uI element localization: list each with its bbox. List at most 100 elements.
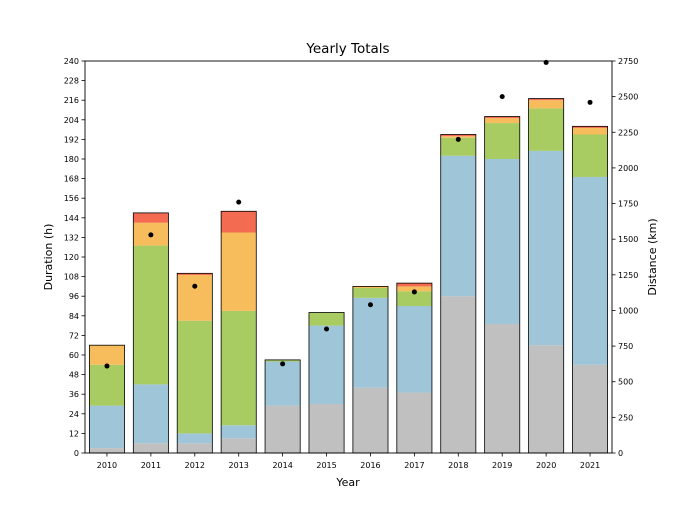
y-tick-label-156: 156 xyxy=(64,194,79,203)
bar-segment-2019-s1 xyxy=(484,159,520,324)
y-tick-label-192: 192 xyxy=(64,135,79,144)
y-tick-label-48: 48 xyxy=(69,371,79,380)
bar-segment-2011-s0 xyxy=(133,443,169,453)
x-tick-label-2010: 2010 xyxy=(97,461,117,470)
bar-segment-2013-s0 xyxy=(221,438,257,453)
y2-tick-label-0: 0 xyxy=(618,449,623,458)
bar-segment-2018-s0 xyxy=(440,296,476,453)
y2-tick-label-2250: 2250 xyxy=(618,128,638,137)
bar-segment-2017-s2 xyxy=(396,291,432,306)
bar-segment-2020-s3 xyxy=(528,100,564,109)
bar-segment-2021-s4 xyxy=(572,126,608,128)
distance-dot-2010 xyxy=(104,363,110,369)
x-tick-label-2016: 2016 xyxy=(360,461,380,470)
y2-tick-label-1250: 1250 xyxy=(618,271,638,280)
bar-segment-2016-s3 xyxy=(352,286,389,289)
y-tick-label-60: 60 xyxy=(69,351,79,360)
x-tick-label-2021: 2021 xyxy=(580,461,600,470)
bar-segment-2017-s1 xyxy=(396,306,432,393)
bar-segment-2014-s0 xyxy=(265,405,301,453)
distance-dot-2013 xyxy=(236,199,242,205)
bar-segment-2017-s3 xyxy=(396,286,432,292)
x-tick-label-2011: 2011 xyxy=(141,461,161,470)
plot-frame xyxy=(84,60,613,454)
x-tick-label-2020: 2020 xyxy=(536,461,556,470)
y2-tick-label-250: 250 xyxy=(618,413,633,422)
bar-segment-2016-s0 xyxy=(352,387,389,453)
y-tick-label-0: 0 xyxy=(74,449,79,458)
bar-segment-2019-s4 xyxy=(484,116,520,119)
bar-segment-2011-s4 xyxy=(133,212,169,223)
y2-tick-label-2750: 2750 xyxy=(618,57,638,66)
y2-tick-label-750: 750 xyxy=(618,342,633,351)
y-tick-label-108: 108 xyxy=(64,273,79,282)
y-tick-label-36: 36 xyxy=(69,390,79,399)
bar-segment-2020-s1 xyxy=(528,150,564,346)
distance-dot-2015 xyxy=(324,326,330,332)
bar-segment-2021-s1 xyxy=(572,176,608,365)
bar-segment-2012-s1 xyxy=(177,433,213,444)
y-axis-label: Duration (h) xyxy=(42,224,55,291)
bar-layer xyxy=(88,98,608,454)
bar-segment-2010-s3 xyxy=(89,345,125,365)
distance-dot-2017 xyxy=(411,289,417,295)
bar-segment-2020-s4 xyxy=(528,98,564,101)
y-tick-label-168: 168 xyxy=(64,175,79,184)
bar-segment-2012-s0 xyxy=(177,443,213,453)
bar-segment-2011-s1 xyxy=(133,384,169,444)
y2-tick-label-1000: 1000 xyxy=(618,306,638,315)
bar-segment-2013-s1 xyxy=(221,425,257,439)
x-tick-label-2013: 2013 xyxy=(229,461,249,470)
x-tick-label-2012: 2012 xyxy=(185,461,205,470)
distance-dot-2012 xyxy=(192,283,198,289)
bar-segment-2015-s1 xyxy=(308,325,345,404)
bar-segment-2018-s2 xyxy=(440,137,476,156)
y2-tick-label-500: 500 xyxy=(618,378,633,387)
bar-segment-2014-s1 xyxy=(265,361,301,406)
distance-dot-2019 xyxy=(499,94,505,100)
bar-segment-2011-s2 xyxy=(133,245,169,385)
y-tick-label-120: 120 xyxy=(64,253,79,262)
bar-segment-2012-s4 xyxy=(177,273,213,275)
bar-segment-2020-s0 xyxy=(528,345,564,453)
y-tick-label-132: 132 xyxy=(64,233,79,242)
bar-segment-2013-s3 xyxy=(221,232,257,311)
distance-dot-2018 xyxy=(455,136,461,142)
y-tick-label-96: 96 xyxy=(69,292,79,301)
distance-dot-2014 xyxy=(280,361,286,367)
bar-segment-2017-s0 xyxy=(396,392,432,453)
y2-tick-label-1500: 1500 xyxy=(618,235,638,244)
bar-segment-2014-s2 xyxy=(265,359,301,362)
bar-segment-2021-s0 xyxy=(572,364,608,453)
bar-segment-2015-s2 xyxy=(308,312,345,326)
y-tick-label-240: 240 xyxy=(64,57,79,66)
bar-segment-2010-s1 xyxy=(89,405,125,449)
y2-tick-label-2000: 2000 xyxy=(618,164,638,173)
bar-segment-2019-s2 xyxy=(484,123,520,159)
y-tick-label-228: 228 xyxy=(64,77,79,86)
bar-segment-2010-s0 xyxy=(89,448,125,453)
y-tick-label-180: 180 xyxy=(64,155,79,164)
bar-segment-2019-s3 xyxy=(484,118,520,124)
y-tick-label-24: 24 xyxy=(69,410,79,419)
bar-segment-2012-s2 xyxy=(177,320,213,434)
y2-axis-label: Distance (km) xyxy=(646,218,659,295)
distance-dot-layer xyxy=(104,59,593,369)
distance-dot-2011 xyxy=(148,232,154,238)
x-tick-label-2018: 2018 xyxy=(448,461,468,470)
bar-segment-2016-s2 xyxy=(352,288,389,298)
x-axis-label: Year xyxy=(335,476,360,489)
x-tick-label-2017: 2017 xyxy=(404,461,424,470)
x-tick-label-2015: 2015 xyxy=(316,461,336,470)
y-tick-label-12: 12 xyxy=(69,429,79,438)
y-tick-label-216: 216 xyxy=(64,96,79,105)
bar-segment-2021-s2 xyxy=(572,134,608,177)
bar-segment-2010-s2 xyxy=(89,364,125,406)
axes-layer: 2010 2011 2012 2013 2014 2015 2016 2017 2018 2019… xyxy=(64,57,639,470)
y2-tick-label-2500: 2500 xyxy=(618,93,638,102)
bar-segment-2019-s0 xyxy=(484,323,520,453)
bar-segment-2018-s4 xyxy=(440,134,476,137)
y2-tick-label-1750: 1750 xyxy=(618,200,638,209)
